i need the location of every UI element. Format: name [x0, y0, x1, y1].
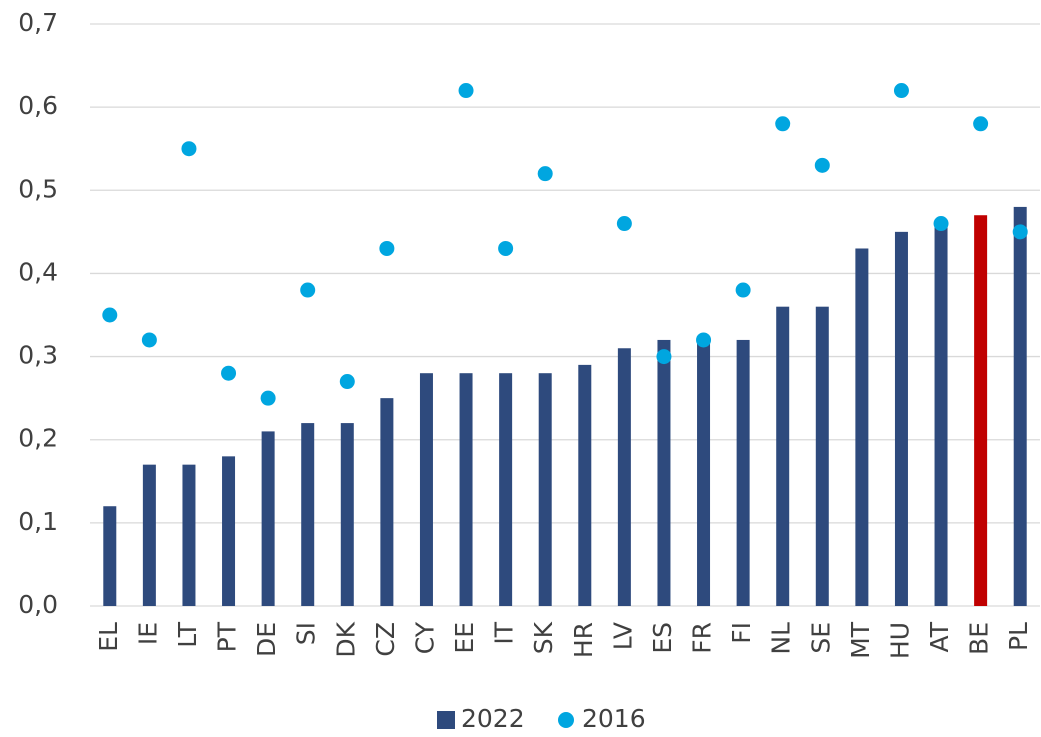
legend-swatch	[558, 712, 574, 728]
dot	[379, 240, 395, 256]
x-tick-label: EE	[450, 622, 479, 654]
dot	[300, 282, 316, 298]
x-tick-label: EL	[94, 622, 123, 652]
y-tick-label: 0,4	[18, 257, 58, 286]
dot	[102, 307, 118, 323]
bar	[776, 306, 790, 606]
bar	[459, 373, 473, 606]
x-tick-label: HU	[885, 622, 914, 659]
bar	[697, 339, 711, 606]
y-tick-label: 0,7	[18, 8, 58, 37]
dot	[181, 141, 197, 157]
bar	[261, 431, 275, 606]
dot	[973, 116, 989, 132]
x-tick-label: MT	[846, 621, 875, 659]
bar	[934, 223, 948, 607]
bar	[419, 373, 433, 606]
legend-label: 2022	[461, 704, 525, 733]
dot	[616, 216, 632, 232]
x-tick-label: NL	[767, 622, 796, 655]
dot	[141, 332, 157, 348]
x-tick-label: PL	[1004, 622, 1033, 651]
bar	[380, 398, 394, 606]
x-tick-label: SI	[292, 622, 321, 645]
bar	[578, 364, 592, 606]
dot	[814, 157, 830, 173]
bar	[182, 464, 196, 606]
y-tick-label: 0,6	[18, 91, 58, 120]
x-tick-label: DK	[331, 621, 360, 657]
y-tick-label: 0,2	[18, 424, 58, 453]
bar	[657, 339, 671, 606]
bar	[301, 423, 315, 606]
x-tick-label: CZ	[371, 622, 400, 657]
legend-label: 2016	[582, 704, 646, 733]
bar	[499, 373, 513, 606]
bar	[894, 231, 908, 606]
bar	[617, 348, 631, 606]
y-tick-label: 0,3	[18, 341, 58, 370]
dot	[933, 216, 949, 232]
dot	[537, 166, 553, 182]
dot	[498, 240, 514, 256]
dot	[1012, 224, 1028, 240]
x-tick-label: HR	[569, 622, 598, 658]
dot	[221, 365, 237, 381]
dot	[656, 349, 672, 365]
x-tick-label: SE	[806, 622, 835, 654]
bar	[103, 506, 117, 606]
dot	[458, 83, 474, 99]
x-tick-label: FI	[727, 622, 756, 644]
bar	[974, 215, 988, 606]
y-tick-label: 0,5	[18, 174, 58, 203]
x-tick-label: DE	[252, 622, 281, 657]
x-tick-label: LT	[173, 621, 202, 647]
dot	[893, 83, 909, 99]
bar	[340, 423, 354, 606]
dot	[696, 332, 712, 348]
x-tick-label: ES	[648, 622, 677, 654]
x-tick-label: PT	[213, 621, 242, 652]
dot	[735, 282, 751, 298]
bar	[736, 339, 750, 606]
y-tick-label: 0,1	[18, 507, 58, 536]
x-tick-label: BE	[965, 622, 994, 655]
bar	[855, 248, 869, 606]
dot	[775, 116, 791, 132]
x-tick-label: IE	[133, 622, 162, 645]
x-tick-label: CY	[410, 621, 439, 654]
bar	[538, 373, 552, 606]
y-tick-label: 0,0	[18, 590, 58, 619]
x-tick-label: IT	[490, 621, 519, 644]
x-tick-label: AT	[925, 621, 954, 652]
bar	[222, 456, 236, 606]
legend-swatch	[437, 711, 455, 729]
x-tick-label: SK	[529, 621, 558, 654]
dot	[260, 390, 276, 406]
bar	[142, 464, 156, 606]
bar	[815, 306, 829, 606]
bar	[1013, 206, 1027, 606]
x-tick-label: LV	[608, 622, 637, 650]
dot	[339, 374, 355, 390]
x-tick-label: FR	[688, 622, 717, 654]
